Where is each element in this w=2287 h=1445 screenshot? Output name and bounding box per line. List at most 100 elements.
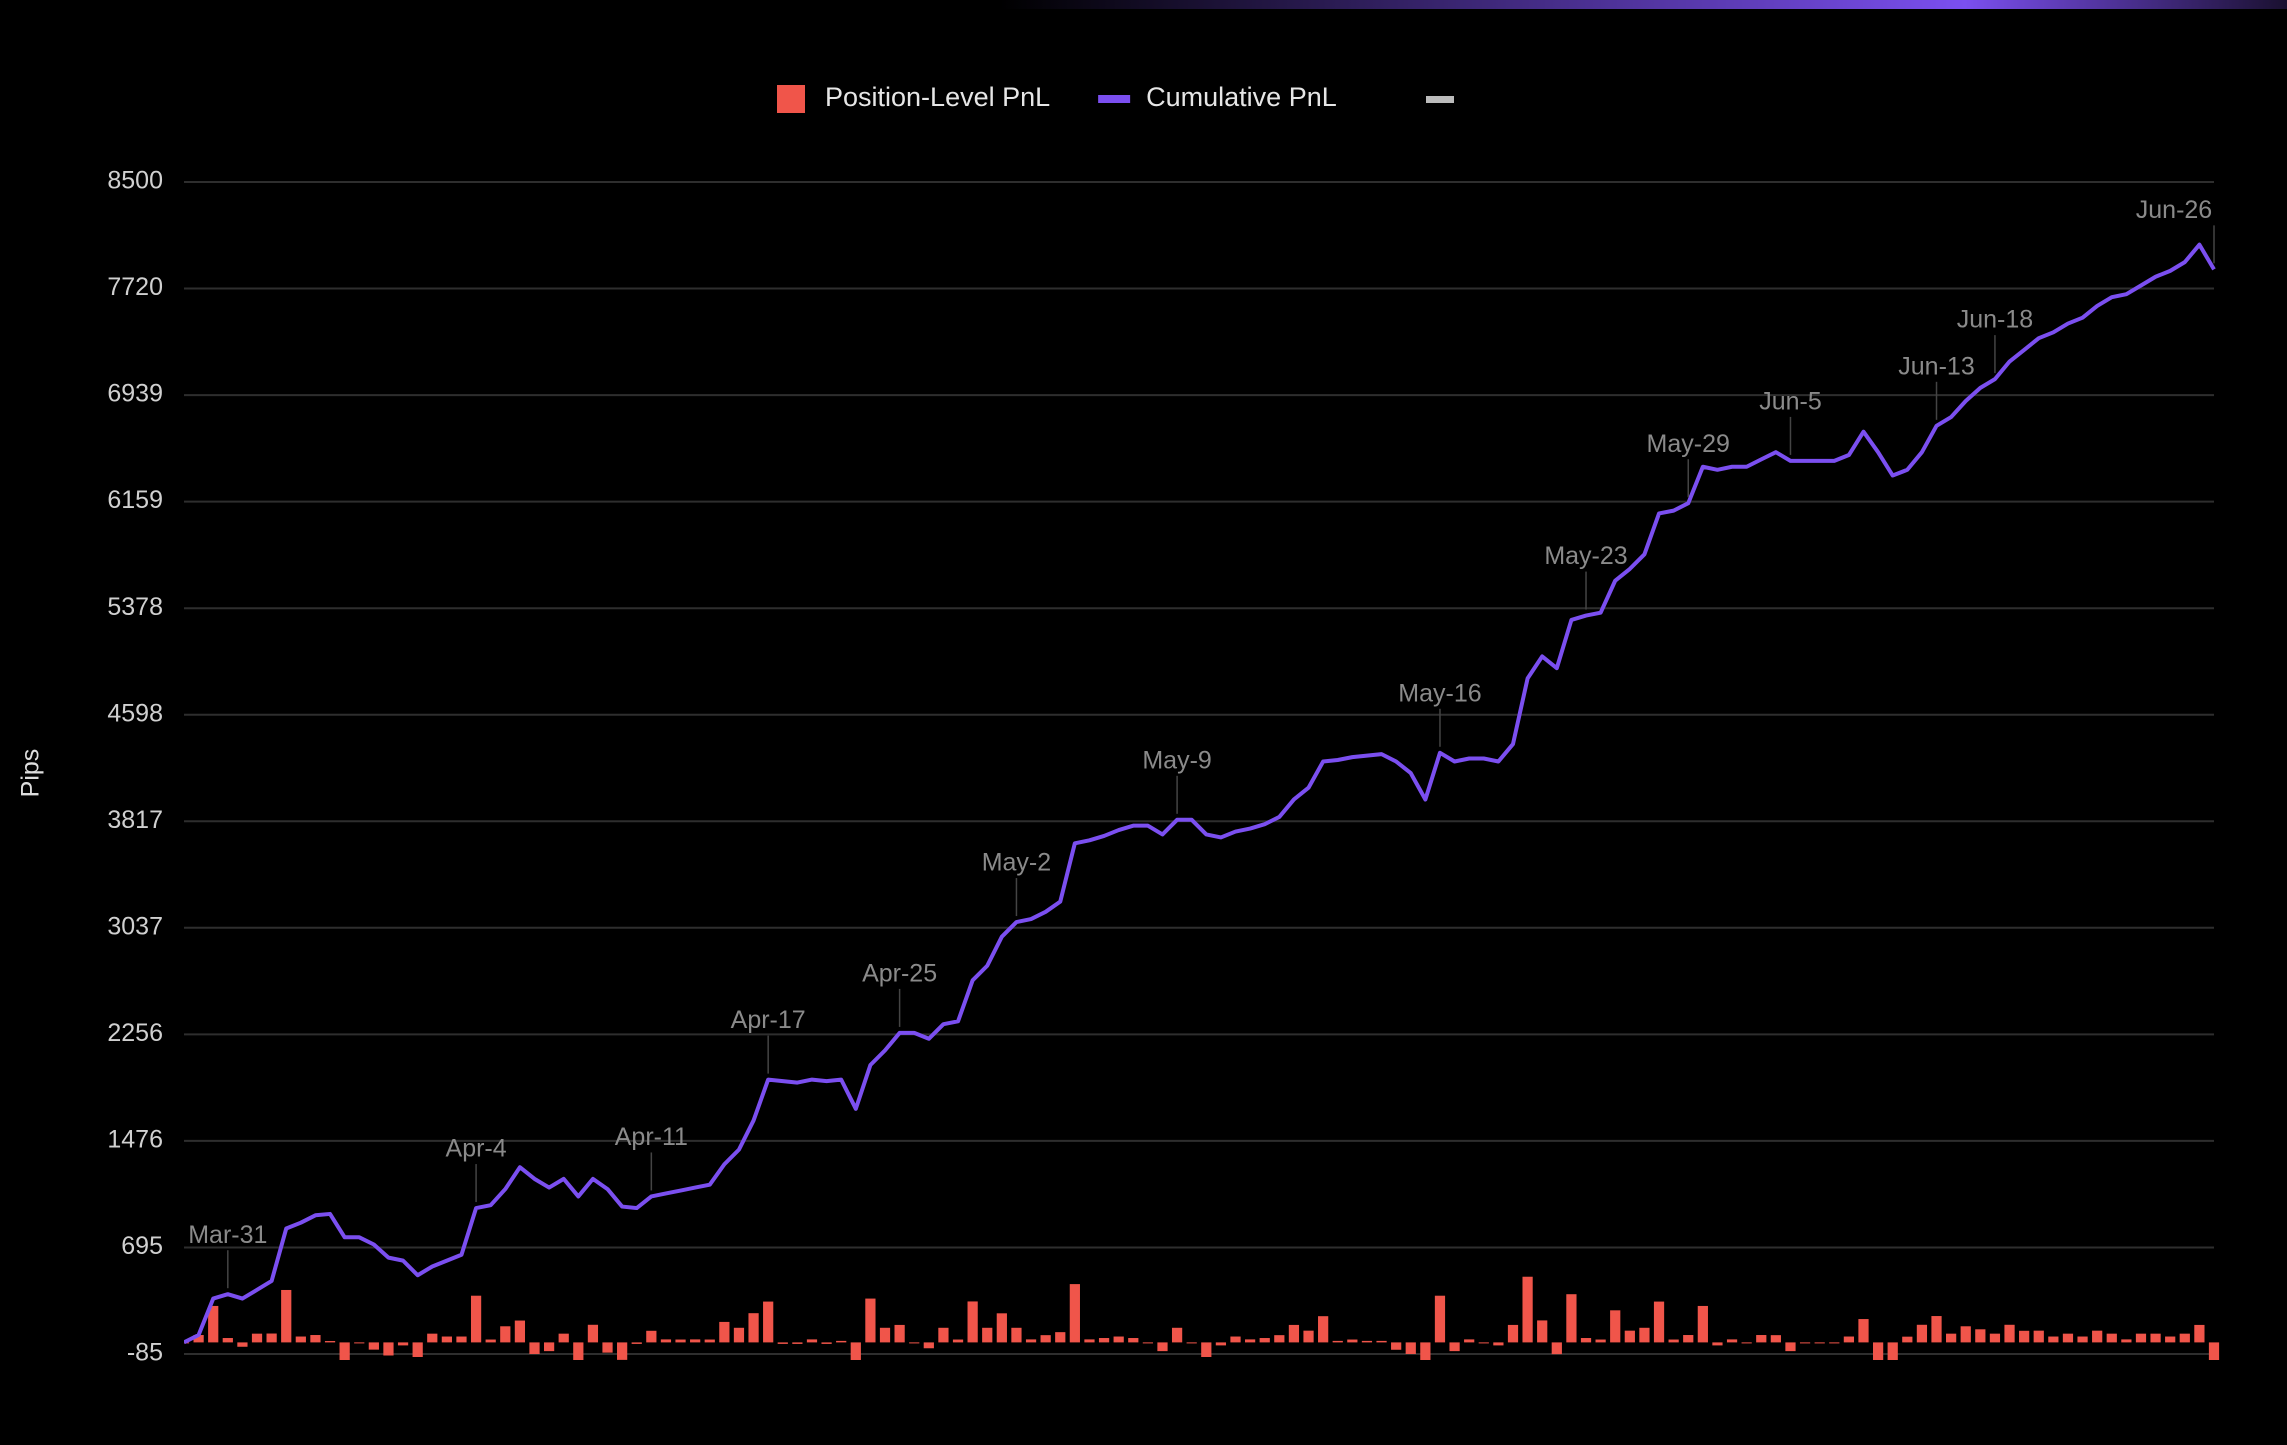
bar <box>383 1342 394 1356</box>
bar <box>719 1321 730 1343</box>
bar <box>1595 1339 1606 1343</box>
bar <box>1303 1330 1314 1343</box>
bar <box>1770 1335 1781 1343</box>
bar <box>222 1338 233 1343</box>
bar <box>1566 1294 1577 1343</box>
annotation: Jun-5 <box>1759 388 1822 416</box>
top-glow <box>1000 0 2287 9</box>
annotation: May-16 <box>1398 679 1481 707</box>
y-tick-label: 1476 <box>107 1126 163 1154</box>
bar <box>982 1327 993 1343</box>
bar <box>909 1342 920 1344</box>
bar <box>865 1298 876 1343</box>
bar <box>1259 1338 1270 1343</box>
annotation: Apr-4 <box>446 1135 507 1163</box>
y-tick-label: 8500 <box>107 167 163 195</box>
legend-label: Cumulative PnL <box>1146 82 1337 112</box>
bar <box>1858 1319 1869 1343</box>
y-tick-label: 5378 <box>107 593 163 621</box>
bar <box>1522 1276 1533 1343</box>
bar <box>631 1342 642 1344</box>
bar <box>2208 1342 2220 1360</box>
bar <box>1391 1342 1402 1350</box>
bar <box>1507 1324 1519 1343</box>
bar <box>821 1342 832 1344</box>
bar <box>1916 1324 1928 1343</box>
bar <box>281 1289 292 1343</box>
bar <box>646 1330 657 1343</box>
legend-swatch <box>1098 95 1131 103</box>
bar <box>2179 1333 2190 1343</box>
annotation: Apr-25 <box>862 960 937 988</box>
bar <box>324 1341 336 1343</box>
y-tick-label: 6939 <box>107 380 163 408</box>
bar <box>514 1320 526 1343</box>
bar <box>1011 1327 1022 1343</box>
bar <box>1055 1332 1066 1343</box>
bar <box>1128 1338 1139 1343</box>
bar <box>806 1339 818 1343</box>
bar <box>1274 1335 1285 1343</box>
y-tick-label: 3817 <box>107 806 163 834</box>
bar <box>2077 1336 2088 1343</box>
bar <box>573 1342 584 1360</box>
y-tick-label: -85 <box>127 1339 163 1367</box>
y-tick-label: 695 <box>121 1232 163 1260</box>
bar <box>1245 1339 1256 1343</box>
bar <box>660 1339 672 1343</box>
bar <box>967 1301 978 1343</box>
bar <box>2121 1339 2132 1343</box>
bar <box>2033 1330 2044 1343</box>
bar <box>1405 1342 1416 1354</box>
bar <box>295 1336 306 1343</box>
y-tick-label: 2256 <box>107 1019 163 1047</box>
bar <box>2062 1333 2074 1343</box>
bar <box>1799 1342 1811 1344</box>
bar <box>602 1342 613 1353</box>
bar <box>587 1324 599 1343</box>
bar <box>1332 1340 1343 1343</box>
bar <box>1347 1339 1358 1343</box>
bar <box>237 1342 248 1347</box>
bar <box>1098 1338 1110 1343</box>
bar <box>996 1313 1007 1343</box>
y-tick-label: 4598 <box>107 699 163 727</box>
y-tick-label: 6159 <box>107 486 163 514</box>
bar <box>952 1339 964 1343</box>
bar <box>850 1342 861 1360</box>
bar <box>1931 1316 1942 1343</box>
bar <box>1712 1342 1723 1346</box>
annotation: Mar-31 <box>188 1221 267 1249</box>
bar <box>1668 1339 1679 1343</box>
bar <box>339 1342 350 1360</box>
bar <box>543 1342 555 1352</box>
bar <box>529 1342 540 1354</box>
bar <box>2092 1330 2103 1343</box>
bar <box>558 1333 569 1343</box>
bar <box>2106 1333 2117 1343</box>
bar <box>2150 1333 2161 1343</box>
bar <box>792 1342 803 1344</box>
bar <box>500 1326 511 1343</box>
bar <box>1960 1326 1971 1343</box>
bar <box>1975 1329 1986 1343</box>
bar <box>1215 1342 1227 1346</box>
bar <box>412 1342 423 1358</box>
annotation: Apr-17 <box>731 1006 806 1034</box>
bar <box>1025 1339 1037 1343</box>
bar <box>1434 1295 1446 1343</box>
bar <box>1449 1342 1460 1352</box>
bar <box>1989 1333 2001 1343</box>
bar <box>1186 1342 1197 1344</box>
annotation: Jun-26 <box>2136 196 2212 224</box>
legend-label: Position-Level PnL <box>825 82 1050 112</box>
bar <box>1171 1327 1183 1343</box>
bar <box>1741 1342 1752 1344</box>
bar <box>456 1336 467 1343</box>
bar <box>1157 1342 1168 1352</box>
bar <box>748 1313 759 1343</box>
annotation: Apr-11 <box>615 1123 688 1151</box>
legend-swatch <box>777 85 805 113</box>
bar <box>1361 1340 1373 1343</box>
bar <box>1639 1327 1650 1343</box>
